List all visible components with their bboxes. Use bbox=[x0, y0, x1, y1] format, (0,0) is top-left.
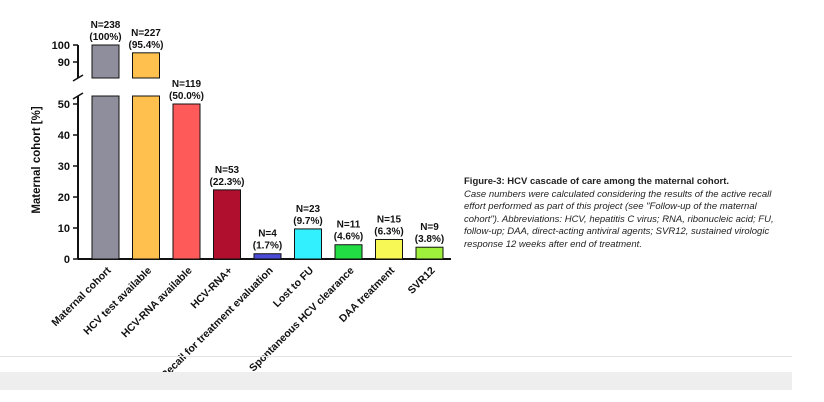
bar-count-label: N=119 bbox=[172, 79, 202, 90]
bar bbox=[172, 103, 201, 260]
bar-count-label: N=23 bbox=[296, 204, 321, 215]
bar-percent-label: (9.7%) bbox=[293, 216, 322, 227]
bar bbox=[91, 95, 120, 260]
y-tick-label: 30 bbox=[58, 161, 70, 173]
bar-percent-label: (22.3%) bbox=[209, 177, 244, 188]
y-tick-label: 100 bbox=[52, 40, 70, 52]
bar-percent-label: (6.3%) bbox=[374, 226, 403, 237]
bar bbox=[334, 244, 363, 260]
caption-title: Figure-3: HCV cascade of care among the … bbox=[464, 176, 730, 187]
bar bbox=[375, 238, 403, 260]
y-tick-label: 0 bbox=[64, 254, 70, 266]
bar bbox=[132, 95, 160, 260]
divider bbox=[0, 356, 792, 357]
bar-count-label: N=11 bbox=[337, 220, 361, 231]
bar bbox=[213, 189, 241, 260]
bar bbox=[253, 253, 282, 260]
bar-percent-label: (50.0%) bbox=[169, 91, 204, 102]
bar bbox=[415, 246, 444, 260]
bar-percent-label: (1.7%) bbox=[253, 241, 282, 252]
caption-body: Case numbers were calculated considering… bbox=[464, 188, 774, 250]
y-tick-label: 90 bbox=[58, 57, 70, 69]
x-category-label: SVR12 bbox=[406, 265, 438, 297]
axis-break-mark bbox=[72, 74, 84, 82]
bar-percent-label: (100%) bbox=[89, 32, 121, 43]
bar-count-label: N=53 bbox=[215, 165, 240, 176]
bar-count-label: N=4 bbox=[258, 229, 277, 240]
bar-count-label: N=15 bbox=[377, 214, 402, 225]
bar-count-label: N=238 bbox=[91, 20, 121, 31]
bar-percent-label: (95.4%) bbox=[128, 40, 163, 51]
x-category-label: HCV-RNA available bbox=[119, 265, 195, 341]
footer-band bbox=[0, 372, 792, 390]
figure-caption: Figure-3: HCV cascade of care among the … bbox=[464, 176, 794, 251]
bar-percent-label: (4.6%) bbox=[334, 232, 363, 243]
y-tick-label: 20 bbox=[58, 192, 70, 204]
bar-count-label: N=227 bbox=[131, 28, 161, 39]
bar-percent-label: (3.8%) bbox=[415, 234, 444, 245]
y-tick-label: 10 bbox=[58, 223, 70, 235]
bar bbox=[294, 228, 322, 260]
axis-break-mark bbox=[72, 92, 84, 100]
x-category-label: HCV test available bbox=[81, 265, 154, 338]
y-tick-label: 40 bbox=[58, 130, 70, 142]
bar bbox=[132, 52, 160, 79]
y-axis-label: Maternal cohort [%] bbox=[31, 106, 43, 214]
bar-count-label: N=9 bbox=[420, 222, 439, 233]
y-tick-label: 50 bbox=[58, 99, 70, 111]
bar bbox=[91, 44, 120, 79]
